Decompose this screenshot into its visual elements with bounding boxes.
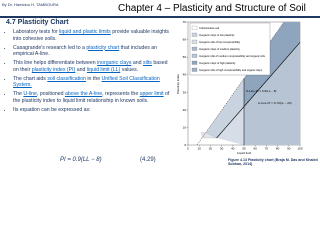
legend-label: Inorganic silts of medium compressibilit… [199,54,266,58]
equation: PI = 0.9(LL − 8) [60,157,102,163]
text: Casagrande's research led to a [13,44,87,51]
y-tick-label: 40 [183,73,187,77]
y-tick-label: 0 [184,143,186,147]
text: and [131,60,143,67]
x-tick-label: 70 [265,147,269,151]
bullet: Casagrande's research led to a plasticit… [13,45,173,58]
text: , represents the [102,91,140,98]
x-tick-label: 60 [254,147,258,151]
legend-label: Inorganic silts of low compressibility [199,40,241,44]
text: This line helps differentiate between [13,60,98,67]
y-tick-label: 70 [183,20,187,24]
bullet-list: Laboratory tests for liquid and plastic … [4,29,173,116]
x-tick-label: 10 [198,147,202,151]
legend-box [189,22,271,76]
slide-title: Chapter 4 – Plasticity and Structure of … [118,3,306,14]
legend-swatch [191,67,198,72]
legend-swatch [191,60,198,65]
text: based on their [13,60,168,73]
highlight: inorganic clays [97,60,132,67]
title-rule [0,16,320,18]
highlight: upper limit [139,91,164,98]
highlight: above the A-line [64,91,103,98]
text: The chart aids [13,75,48,82]
y-tick-label: 10 [183,125,187,129]
x-tick-label: 20 [209,147,213,151]
u-line-label: U-Line PI = 0.9(LL − 8) [246,89,276,93]
figure-caption: Figure 4.13 Plasticity chart (Braja M. D… [228,158,318,167]
cl-region [206,78,244,138]
text: Laboratory tests for [13,29,60,35]
a-line-label: A-Line PI = 0.73(LL − 20) [258,101,292,105]
y-tick-label: 30 [183,90,187,94]
text: that includes an empirical A-line. [13,44,158,58]
plasticity-figure: U-Line PI = 0.9(LL − 8) A-Line PI = 0.73… [176,20,303,155]
legend-label: Inorganic silts of high compressibility … [199,68,263,72]
equation-number: (4.29) [140,157,156,163]
highlight: liquid and plastic limits [59,29,111,35]
text: and [75,66,87,73]
text: provide valuable insights into cohesive … [13,29,170,42]
x-tick-label: 100 [297,147,302,151]
x-tick-label: 90 [287,147,291,151]
y-tick-label: 20 [183,108,187,112]
y-axis-label: Plasticity index [176,74,180,94]
text: of the plasticity index to liquid limit … [13,91,170,104]
highlight: plasticity index (PI) [31,66,76,73]
x-axis-label: Liquid limit [237,151,251,155]
bullet: Its equation can be expressed as: [13,107,173,114]
text: , positioned [36,91,65,98]
highlight: liquid limit (LL) [86,66,121,73]
text: in the [85,75,102,82]
bullet: Laboratory tests for liquid and plastic … [13,29,173,42]
author: By Dr. Hamidou H. TAMBOURA [2,2,59,7]
x-tick-label: 80 [276,147,280,151]
text: The [13,91,24,98]
x-tick-label: 40 [231,147,235,151]
highlight: silts [142,60,152,67]
highlight: plasticity chart [86,44,120,51]
legend-swatch [191,53,198,58]
text: values. [120,66,139,73]
legend-label: Cohesionless soil [199,26,220,30]
bullet: The U-line, positioned above the A-line,… [13,91,173,104]
text: Its equation can be expressed as: [13,106,91,113]
bullet: The chart aids soil classification in th… [13,76,173,89]
highlight: U-line [23,91,37,98]
mh-region [244,42,300,145]
y-tick-label: 50 [183,55,187,59]
legend-label: Inorganic clays of medium plasticity [199,47,240,51]
legend-label: Inorganic clays of high plasticity [199,61,236,65]
slide: By Dr. Hamidou H. TAMBOURA Chapter 4 – P… [0,0,320,180]
bullet: This line helps differentiate between in… [13,60,173,73]
legend-swatch [191,46,198,51]
highlight: Unified Soil Classification System. [13,75,160,89]
x-tick-label: 50 [242,147,246,151]
legend-swatch [191,32,198,37]
legend-swatch [191,39,198,44]
legend-swatch [191,25,198,30]
x-tick-label: 0 [187,147,189,151]
y-tick-label: 60 [183,38,187,42]
x-tick-label: 30 [220,147,224,151]
legend-label: Inorganic clays of low plasticity [199,33,235,37]
ch-region [244,22,300,107]
highlight: soil classification [47,75,86,82]
section-heading: 4.7 Plasticity Chart [6,19,69,26]
a-line [216,42,301,139]
